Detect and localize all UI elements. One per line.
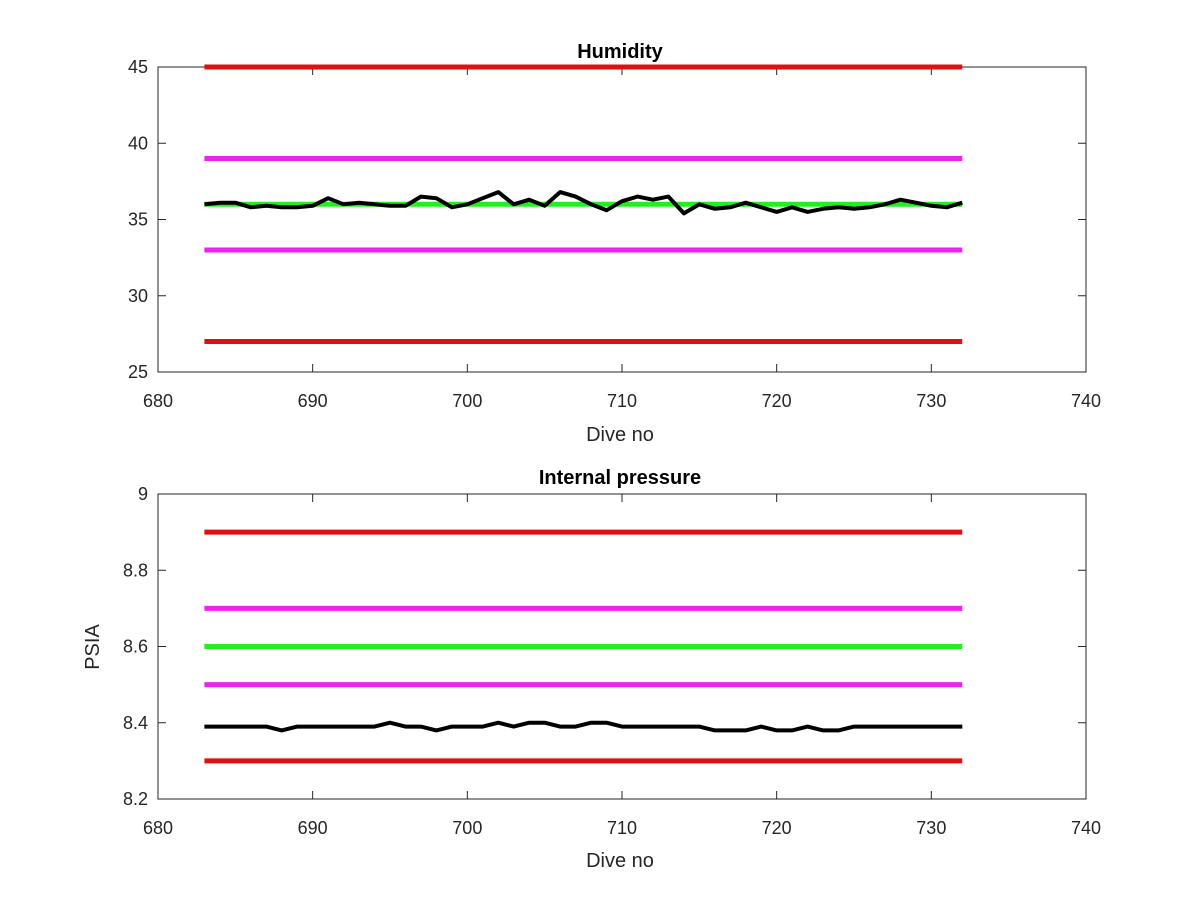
x-tick-label: 730 — [916, 391, 946, 411]
x-tick-label: 740 — [1071, 818, 1101, 838]
chart-title: Internal pressure — [539, 467, 701, 489]
x-tick-label: 690 — [298, 818, 328, 838]
data-series-line — [204, 190, 963, 216]
y-tick-label: 40 — [128, 133, 148, 153]
x-tick-label: 720 — [762, 391, 792, 411]
internal-pressure-chart: 680 690 700 710 720 730 740 8.2 8.4 8.6 8.8 9 Intern… — [82, 467, 1101, 872]
x-tick-label: 690 — [298, 391, 328, 411]
humidity-chart: 680 690 700 710 720 730 740 25 30 35 40 45 Humidity D… — [128, 41, 1101, 446]
y-tick-label: 45 — [128, 57, 148, 77]
x-tick-label: 680 — [143, 391, 173, 411]
y-axis-label: PSIA — [82, 624, 104, 670]
x-axis-label: Dive no — [586, 424, 654, 446]
x-tick-label: 710 — [607, 391, 637, 411]
plot-frame — [157, 66, 1087, 373]
chart-title: Humidity — [577, 41, 663, 63]
y-tick-label: 9 — [138, 484, 148, 504]
y-tick-label: 8.2 — [123, 789, 148, 809]
x-tick-label: 700 — [452, 818, 482, 838]
y-tick-label: 30 — [128, 286, 148, 306]
x-tick-label: 730 — [916, 818, 946, 838]
data-series-line — [204, 720, 963, 733]
x-axis-label: Dive no — [586, 850, 654, 872]
x-tick-label: 710 — [607, 818, 637, 838]
y-tick-label: 8.6 — [123, 637, 148, 657]
x-tick-label: 720 — [762, 818, 792, 838]
x-tick-label: 700 — [452, 391, 482, 411]
x-tick-label: 740 — [1071, 391, 1101, 411]
y-tick-label: 8.4 — [123, 713, 148, 733]
x-tick-label: 680 — [143, 818, 173, 838]
y-tick-label: 25 — [128, 362, 148, 382]
y-tick-label: 8.8 — [123, 560, 148, 580]
y-tick-label: 35 — [128, 210, 148, 230]
